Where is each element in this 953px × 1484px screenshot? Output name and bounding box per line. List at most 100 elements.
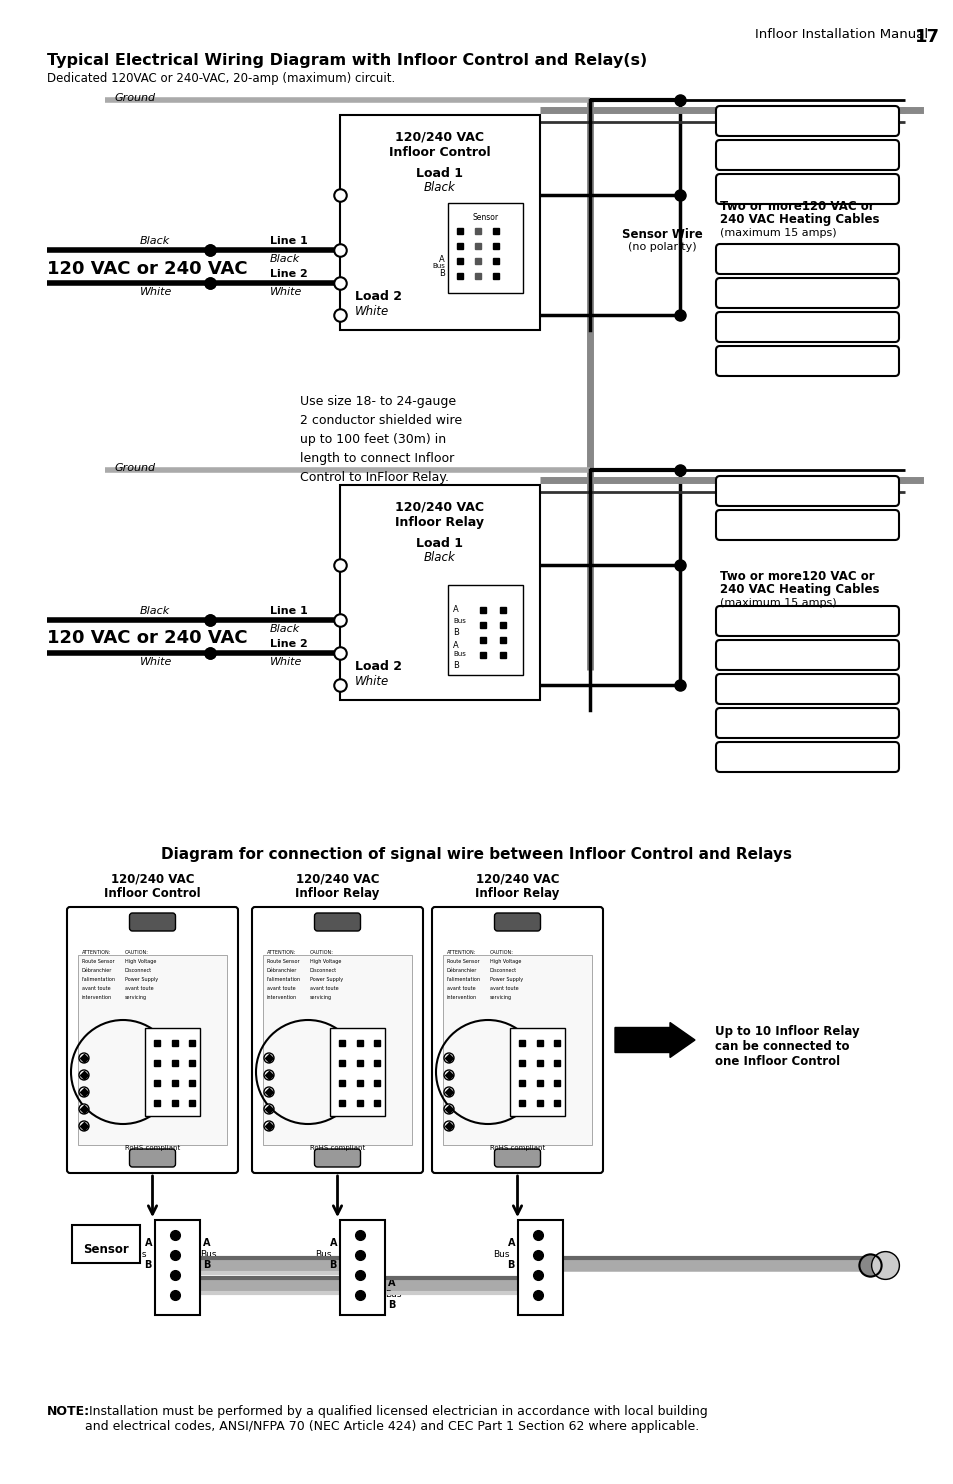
Text: Disconnect: Disconnect (125, 968, 152, 974)
Text: Infloor Relay: Infloor Relay (395, 516, 484, 528)
Text: High Voltage: High Voltage (125, 959, 156, 965)
FancyBboxPatch shape (494, 913, 540, 930)
FancyBboxPatch shape (130, 913, 175, 930)
Text: Sensor: Sensor (472, 214, 498, 223)
Text: B: B (203, 1260, 211, 1270)
Text: avant toute: avant toute (310, 985, 338, 991)
Text: B: B (507, 1260, 515, 1270)
Text: High Voltage: High Voltage (490, 959, 521, 965)
Text: Typical Electrical Wiring Diagram with Infloor Control and Relay(s): Typical Electrical Wiring Diagram with I… (47, 53, 646, 68)
Text: 120 VAC or 240 VAC: 120 VAC or 240 VAC (47, 260, 248, 278)
Bar (339, 114, 539, 329)
Text: 240 VAC Heating Cables: 240 VAC Heating Cables (720, 214, 879, 226)
FancyBboxPatch shape (716, 174, 898, 203)
FancyBboxPatch shape (716, 346, 898, 375)
Text: Infloor Installation Manual: Infloor Installation Manual (754, 28, 927, 42)
Text: A: A (203, 1238, 211, 1248)
Text: Débranchier: Débranchier (267, 968, 297, 974)
Text: servicing: servicing (310, 994, 332, 1000)
Bar (339, 1220, 385, 1315)
Text: Power Supply: Power Supply (125, 976, 158, 982)
Text: Line 1: Line 1 (270, 236, 308, 246)
Bar (145, 1028, 200, 1116)
Text: (no polarity): (no polarity) (627, 242, 696, 252)
Text: Black: Black (270, 623, 300, 634)
Text: intervention: intervention (267, 994, 296, 1000)
FancyBboxPatch shape (716, 105, 898, 137)
Text: B: B (145, 1260, 152, 1270)
Text: Infloor Relay: Infloor Relay (295, 887, 379, 899)
FancyBboxPatch shape (716, 278, 898, 309)
Text: 120/240 VAC: 120/240 VAC (111, 873, 194, 886)
Text: l'alimentation: l'alimentation (82, 976, 116, 982)
FancyBboxPatch shape (314, 913, 360, 930)
Text: Infloor Relay: Infloor Relay (475, 887, 559, 899)
FancyBboxPatch shape (716, 640, 898, 669)
FancyBboxPatch shape (716, 605, 898, 637)
Text: Dedicated 120VAC or 240-VAC, 20-amp (maximum) circuit.: Dedicated 120VAC or 240-VAC, 20-amp (max… (47, 73, 395, 85)
Text: Load 1: Load 1 (416, 168, 463, 180)
Text: Bus: Bus (432, 263, 444, 269)
Text: Débranchier: Débranchier (82, 968, 112, 974)
Text: White: White (270, 657, 302, 666)
Text: 120 VAC or 240 VAC: 120 VAC or 240 VAC (47, 629, 248, 647)
Text: ATTENTION:: ATTENTION: (82, 950, 112, 956)
Text: servicing: servicing (490, 994, 512, 1000)
FancyArrow shape (615, 1022, 695, 1058)
Circle shape (443, 1104, 454, 1114)
Circle shape (443, 1086, 454, 1097)
Text: avant toute: avant toute (490, 985, 518, 991)
Text: avant toute: avant toute (267, 985, 295, 991)
Text: Infloor Control: Infloor Control (389, 145, 490, 159)
Text: 17: 17 (914, 28, 939, 46)
FancyBboxPatch shape (442, 956, 592, 1146)
Text: intervention: intervention (447, 994, 476, 1000)
Text: A: A (507, 1238, 515, 1248)
Text: Line 1: Line 1 (270, 605, 308, 616)
Bar (448, 203, 522, 292)
Text: 120/240 VAC: 120/240 VAC (395, 131, 484, 144)
Text: Bus: Bus (493, 1250, 510, 1258)
Bar (154, 1220, 200, 1315)
Circle shape (264, 1120, 274, 1131)
Text: (maximum 15 amps): (maximum 15 amps) (720, 598, 836, 608)
Bar (339, 485, 539, 700)
Text: avant toute: avant toute (125, 985, 153, 991)
Text: (maximum 15 amps): (maximum 15 amps) (720, 229, 836, 237)
Text: Diagram for connection of signal wire between Infloor Control and Relays: Diagram for connection of signal wire be… (161, 847, 792, 862)
Text: CAUTION:: CAUTION: (310, 950, 334, 956)
Text: Black: Black (140, 236, 170, 246)
Text: White: White (355, 306, 389, 318)
Text: Bus: Bus (315, 1250, 332, 1258)
FancyBboxPatch shape (716, 312, 898, 341)
Text: B: B (453, 628, 458, 637)
Text: A: A (453, 641, 458, 650)
Text: CAUTION:: CAUTION: (125, 950, 149, 956)
Text: White: White (355, 675, 389, 689)
Circle shape (79, 1120, 89, 1131)
Text: Load 2: Load 2 (355, 660, 401, 674)
Text: B: B (388, 1300, 395, 1310)
FancyBboxPatch shape (494, 1149, 540, 1166)
Text: Up to 10 Infloor Relay
can be connected to
one Infloor Control: Up to 10 Infloor Relay can be connected … (714, 1025, 859, 1068)
Text: Sensor Wire: Sensor Wire (621, 229, 702, 240)
Text: Black: Black (424, 181, 456, 194)
Text: Route Sensor: Route Sensor (267, 959, 299, 965)
Text: servicing: servicing (125, 994, 147, 1000)
Circle shape (264, 1086, 274, 1097)
Bar (517, 1220, 562, 1315)
FancyBboxPatch shape (716, 742, 898, 772)
Text: Sensor: Sensor (83, 1244, 129, 1255)
FancyBboxPatch shape (716, 139, 898, 171)
Circle shape (443, 1054, 454, 1063)
Text: intervention: intervention (82, 994, 112, 1000)
FancyBboxPatch shape (716, 476, 898, 506)
Text: Route Sensor: Route Sensor (447, 959, 479, 965)
Text: 120/240 VAC: 120/240 VAC (395, 502, 484, 513)
Text: RoHS compliant: RoHS compliant (310, 1146, 365, 1152)
Bar (510, 1028, 564, 1116)
Circle shape (79, 1054, 89, 1063)
FancyBboxPatch shape (432, 907, 602, 1172)
FancyBboxPatch shape (71, 1224, 140, 1263)
Text: Use size 18- to 24-gauge
2 conductor shielded wire
up to 100 feet (30m) in
lengt: Use size 18- to 24-gauge 2 conductor shi… (299, 395, 461, 484)
